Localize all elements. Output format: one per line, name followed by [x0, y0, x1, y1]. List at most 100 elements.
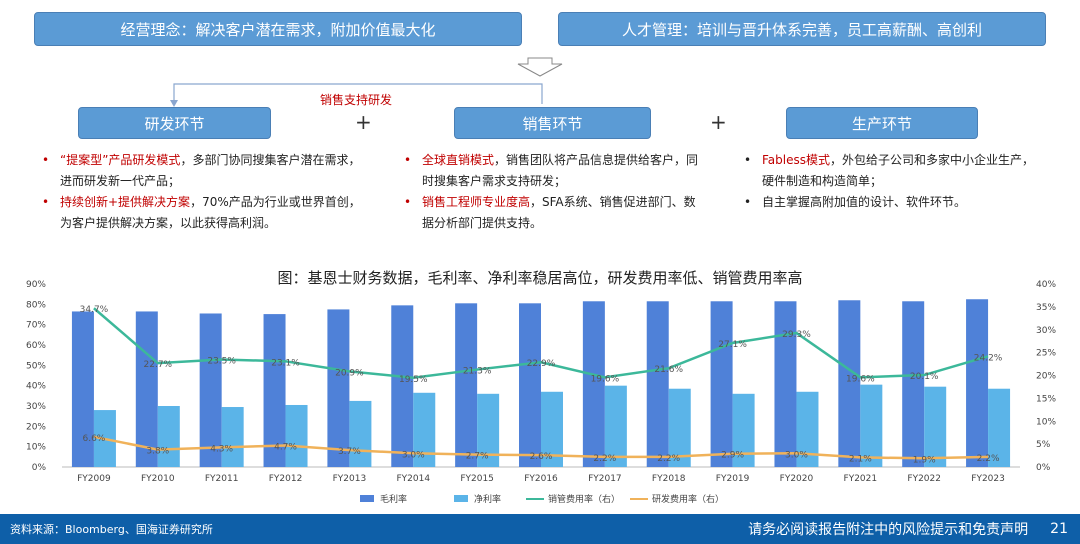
bullet-highlight: 销售工程师专业度高	[422, 195, 531, 209]
x-tick-label: FY2018	[652, 474, 686, 484]
x-tick-label: FY2009	[77, 474, 111, 484]
bar-gross-margin	[646, 301, 669, 467]
banner-business-philosophy: 经营理念：解决客户潜在需求，附加价值最大化	[34, 12, 522, 46]
bar-net-margin	[477, 393, 500, 467]
flow-arrows	[170, 57, 563, 107]
bar-net-margin	[541, 391, 563, 467]
x-tick-label: FY2014	[396, 474, 430, 484]
y-left-tick-label: 20%	[26, 422, 46, 432]
y-left-tick-label: 30%	[26, 402, 46, 412]
bar-gross-margin	[710, 301, 733, 467]
bar-net-margin	[668, 388, 691, 467]
plus-sign-2: +	[710, 110, 727, 134]
data-label: 19.6%	[591, 374, 620, 384]
bar-net-margin	[924, 386, 947, 467]
y-left-tick-label: 60%	[26, 341, 46, 351]
financial-chart: 0% 10% 20% 30% 40% 50% 60% 70% 80% 90% 0% 5% 10% 15% 2…	[26, 280, 1056, 505]
bullet-highlight: Fabless模式	[762, 153, 830, 167]
bar-gross-margin	[455, 303, 478, 467]
data-label: 2.2%	[593, 454, 616, 464]
y-left-tick-label: 80%	[26, 300, 46, 310]
bar-gross-margin	[966, 299, 989, 467]
bullet-text: ，SFA系统、销售促进部门、数据分析部门提供支持。	[422, 195, 696, 230]
chart-title: 图：基恩士财务数据，毛利率、净利率稳居高位，研发费用率低、销管费用率高	[277, 269, 803, 287]
list-item: “提案型”产品研发模式，多部门协同搜集客户潜在需求，进而研发新一代产品；	[42, 150, 372, 192]
data-label: 29.3%	[782, 330, 811, 340]
sales-bullets: 全球直销模式，销售团队将产品信息提供给客户，同时搜集客户需求支持研发； 销售工程…	[404, 150, 704, 234]
arrow-head-icon	[170, 100, 178, 107]
banner-talent-management: 人才管理：培训与晋升体系完善，员工高薪酬、高创利	[558, 12, 1046, 46]
bullet-text: ，70%产品为行业或世界首创，为客户提供解决方案，以此获得高利润。	[60, 195, 361, 230]
bar-gross-margin	[902, 301, 925, 467]
bar-net-margin	[157, 406, 180, 467]
bar-net-margin	[988, 388, 1011, 467]
data-label: 2.7%	[466, 452, 489, 462]
bar-net-margin	[604, 385, 627, 467]
x-tick-label: FY2015	[460, 474, 494, 484]
bar-gross-margin	[71, 311, 94, 467]
data-label: 2.9%	[721, 451, 744, 461]
line-rd-ratio	[93, 435, 989, 460]
box-production-stage: 生产环节	[786, 107, 978, 139]
bar-gross-margin	[263, 314, 286, 467]
y-left-tick-label: 10%	[26, 443, 46, 453]
y-left-tick-label: 0%	[32, 463, 47, 473]
x-tick-label: FY2016	[524, 474, 558, 484]
data-label: 21.6%	[654, 365, 683, 375]
data-label: 2.1%	[849, 454, 872, 464]
y-left-tick-label: 40%	[26, 382, 46, 392]
y-right-tick-label: 5%	[1036, 440, 1051, 450]
y-right-tick-label: 0%	[1036, 463, 1051, 473]
legend-label: 销管费用率（右）	[548, 493, 620, 505]
y-right-tick-label: 20%	[1036, 372, 1056, 382]
y-right-tick-label: 30%	[1036, 326, 1056, 336]
data-label: 3.0%	[785, 450, 808, 460]
legend-swatch	[454, 495, 468, 502]
list-item: 自主掌握高附加值的设计、软件环节。	[744, 192, 1034, 213]
bar-net-margin	[860, 384, 883, 467]
data-label: 2.6%	[530, 452, 553, 462]
data-label: 20.1%	[910, 372, 939, 382]
bar-gross-margin	[135, 311, 158, 467]
bullet-highlight: 持续创新+提供解决方案	[60, 195, 191, 209]
bar-gross-margin	[774, 301, 797, 467]
y-right-tick-label: 10%	[1036, 417, 1056, 427]
data-label: 20.9%	[335, 368, 364, 378]
list-item: 全球直销模式，销售团队将产品信息提供给客户，同时搜集客户需求支持研发；	[404, 150, 704, 192]
production-bullets: Fabless模式，外包给子公司和多家中小企业生产，硬件制造和构造简单； 自主掌…	[744, 150, 1034, 213]
list-item: Fabless模式，外包给子公司和多家中小企业生产，硬件制造和构造简单；	[744, 150, 1034, 192]
bar-net-margin	[796, 391, 819, 467]
data-label: 19.5%	[399, 375, 428, 385]
x-tick-label: FY2019	[716, 474, 750, 484]
bar-gross-margin	[519, 303, 541, 467]
bar-net-margin	[349, 400, 372, 467]
data-label: 27.1%	[718, 340, 747, 350]
y-left-tick-label: 50%	[26, 361, 46, 371]
bullet-text: ，销售团队将产品信息提供给客户，同时搜集客户需求支持研发；	[422, 153, 699, 188]
bar-net-margin	[413, 392, 436, 467]
data-label: 24.2%	[974, 353, 1003, 363]
bar-gross-margin	[327, 309, 350, 467]
x-tick-label: FY2013	[333, 474, 367, 484]
source-note: 资料来源：Bloomberg、国海证券研究所	[10, 523, 213, 536]
data-label: 2.2%	[657, 454, 680, 464]
data-label: 4.7%	[274, 442, 297, 452]
disclaimer-text: 请务必阅读报告附注中的风险提示和免责声明	[748, 522, 1029, 538]
x-tick-label: FY2020	[780, 474, 814, 484]
data-label: 22.7%	[144, 360, 173, 370]
data-label: 21.3%	[463, 367, 492, 377]
bullet-text: ，多部门协同搜集客户潜在需求，进而研发新一代产品；	[60, 153, 361, 188]
bar-net-margin	[285, 404, 308, 467]
bar-gross-margin	[582, 301, 605, 467]
plus-sign-1: +	[355, 110, 372, 134]
legend-label: 净利率	[474, 493, 501, 505]
y-right-tick-label: 15%	[1036, 394, 1056, 404]
list-item: 持续创新+提供解决方案，70%产品为行业或世界首创，为客户提供解决方案，以此获得…	[42, 192, 372, 234]
bar-net-margin	[732, 393, 755, 467]
bullet-highlight: 全球直销模式	[422, 153, 495, 167]
x-tick-label: FY2022	[907, 474, 941, 484]
line-sga-ratio	[93, 307, 989, 380]
data-label: 23.5%	[207, 356, 236, 366]
bullet-text: 自主掌握高附加值的设计、软件环节。	[762, 195, 967, 209]
x-tick-label: FY2021	[844, 474, 878, 484]
